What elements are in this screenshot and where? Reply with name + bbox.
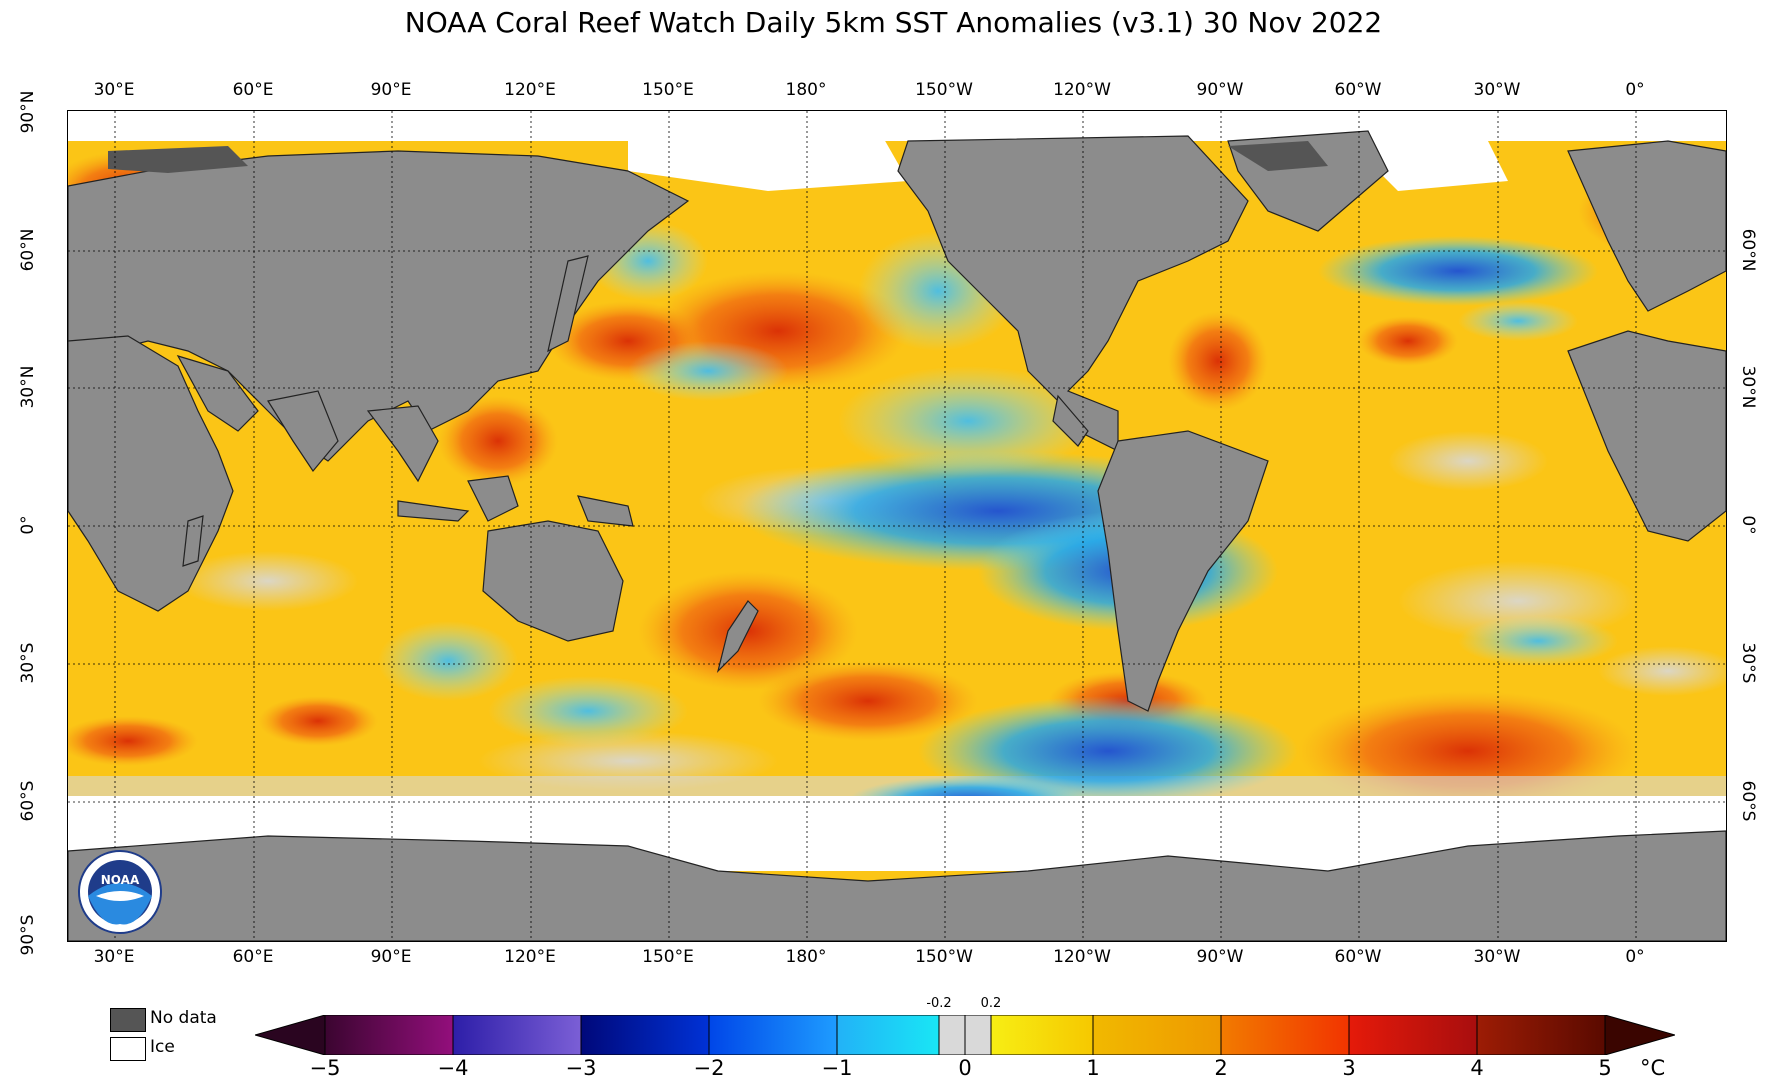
sst-anomaly-map[interactable] <box>67 110 1727 942</box>
lat-label-right: 60°N <box>1738 228 1758 272</box>
lon-label-bottom: 30°W <box>1473 947 1521 967</box>
colorbar-tick: 0 <box>958 1056 972 1080</box>
lon-label-bottom: 0° <box>1625 947 1645 967</box>
lon-label-top: 150°E <box>642 80 694 100</box>
colorbar-unit: °C <box>1640 1056 1666 1080</box>
graticule <box>68 111 1726 941</box>
lat-label-right: 30°N <box>1738 365 1758 409</box>
colorbar-tick: 5 <box>1598 1056 1612 1080</box>
no-data-swatch <box>110 1008 146 1032</box>
lon-label-bottom: 120°W <box>1053 947 1111 967</box>
lat-label-left: 60°N <box>18 228 38 272</box>
lat-label-left: 90°N <box>18 90 38 134</box>
colorbar-tick: 3 <box>1342 1056 1356 1080</box>
lat-label-left: 0° <box>18 515 38 535</box>
noaa-logo-text: NOAA <box>101 873 140 887</box>
ice-swatch <box>110 1037 146 1061</box>
colorbar-tick-small: -0.2 <box>926 996 952 1011</box>
lon-label-top: 0° <box>1625 80 1645 100</box>
lat-label-left: 30°S <box>18 642 38 684</box>
lon-label-top: 30°W <box>1473 80 1521 100</box>
lon-label-top: 60°W <box>1334 80 1382 100</box>
lat-label-right: 30°S <box>1738 642 1758 684</box>
lat-label-right: 60°S <box>1738 780 1758 822</box>
colorbar-tick: 1 <box>1086 1056 1100 1080</box>
colorbar-tick: −3 <box>565 1056 597 1080</box>
lon-label-bottom: 90°E <box>370 947 412 967</box>
colorbar-tick: −2 <box>693 1056 725 1080</box>
colorbar <box>255 1015 1675 1055</box>
lon-label-bottom: 60°E <box>232 947 274 967</box>
lon-label-bottom: 30°E <box>93 947 135 967</box>
lon-label-top: 180° <box>785 80 827 100</box>
colorbar-tick: 2 <box>1214 1056 1228 1080</box>
map-title: NOAA Coral Reef Watch Daily 5km SST Anom… <box>404 6 1383 39</box>
lat-label-left: 30°N <box>18 365 38 409</box>
lon-label-bottom: 150°W <box>915 947 973 967</box>
ice-label: Ice <box>150 1037 175 1057</box>
colorbar-tick: −4 <box>437 1056 469 1080</box>
lat-label-left: 60°S <box>18 780 38 822</box>
lat-label-right: 0° <box>1738 515 1758 535</box>
colorbar-tick-small: 0.2 <box>980 996 1002 1011</box>
lon-label-bottom: 180° <box>785 947 827 967</box>
lon-label-top: 30°E <box>93 80 135 100</box>
colorbar-tick: −1 <box>821 1056 853 1080</box>
lon-label-top: 60°E <box>232 80 274 100</box>
lon-label-bottom: 150°E <box>642 947 694 967</box>
lon-label-bottom: 90°W <box>1196 947 1244 967</box>
lon-label-bottom: 60°W <box>1334 947 1382 967</box>
no-data-label: No data <box>150 1008 217 1028</box>
lat-label-left: 90°S <box>18 914 38 956</box>
noaa-logo: NOAA <box>78 850 162 934</box>
colorbar-tick: 4 <box>1470 1056 1484 1080</box>
lon-label-bottom: 120°E <box>504 947 556 967</box>
lon-label-top: 90°E <box>370 80 412 100</box>
no-data-layer <box>108 141 1328 173</box>
land-layer <box>68 130 1726 941</box>
colorbar-tick: −5 <box>309 1056 341 1080</box>
lon-label-top: 150°W <box>915 80 973 100</box>
lon-label-top: 120°W <box>1053 80 1111 100</box>
lon-label-top: 90°W <box>1196 80 1244 100</box>
lon-label-top: 120°E <box>504 80 556 100</box>
